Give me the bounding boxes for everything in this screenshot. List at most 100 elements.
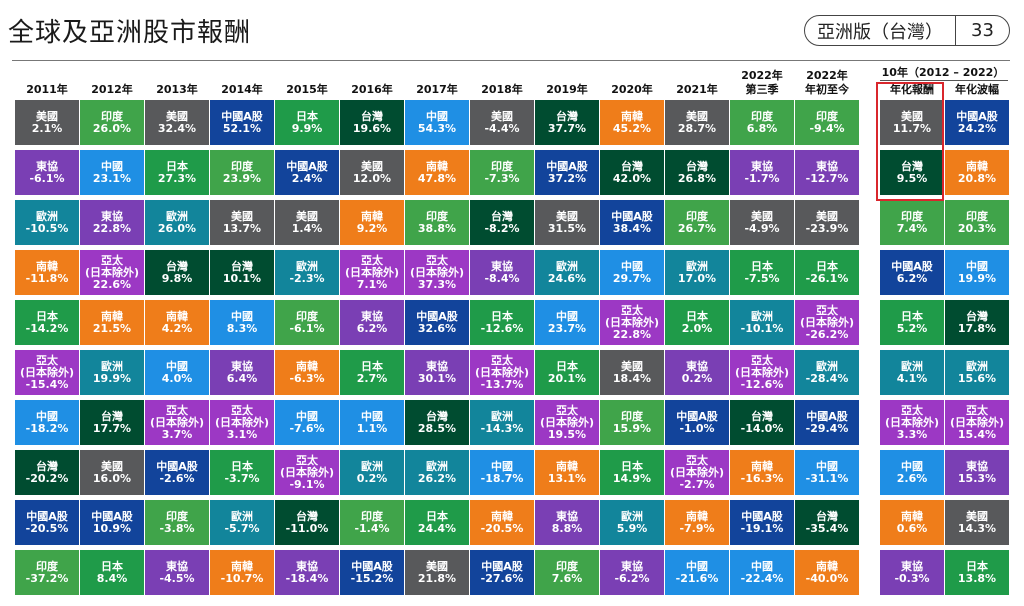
return-cell: 日本 2.0% xyxy=(665,300,729,345)
return-value: 14.3% xyxy=(957,521,997,535)
return-cell: 中國A股 -29.4% xyxy=(795,400,859,445)
market-name: 南韓 xyxy=(36,259,58,273)
return-cell: 中國 19.9% xyxy=(945,250,1009,295)
market-name: 東協 xyxy=(556,509,578,523)
return-cell: 美國 -23.9% xyxy=(795,200,859,245)
return-cell: 台灣 -8.2% xyxy=(470,200,534,245)
market-name: 台灣 xyxy=(426,409,448,423)
return-cell: 美國 21.8% xyxy=(405,550,469,595)
return-value: 0.6% xyxy=(896,521,928,535)
return-value: -3.7% xyxy=(224,471,260,485)
return-cell: 印度 -1.4% xyxy=(340,500,404,545)
return-cell: 歐洲 0.2% xyxy=(340,450,404,495)
return-value: 5.2% xyxy=(896,321,928,335)
market-name: 日本 xyxy=(426,509,448,523)
return-value: -7.3% xyxy=(484,171,520,185)
return-value: 24.6% xyxy=(547,271,587,285)
return-value: 26.2% xyxy=(417,471,457,485)
return-value: -13.7% xyxy=(480,377,524,391)
return-value: -12.7% xyxy=(805,171,849,185)
return-cell: 南韓 21.5% xyxy=(80,300,144,345)
return-cell: 亞太 (日本除外) 3.3% xyxy=(880,400,944,445)
return-value: 3.3% xyxy=(896,427,928,441)
return-value: 2.0% xyxy=(681,321,713,335)
market-name: 美國 xyxy=(816,209,838,223)
return-cell: 美國 1.4% xyxy=(275,200,339,245)
return-value: 28.5% xyxy=(417,421,457,435)
return-value: 32.6% xyxy=(417,321,457,335)
return-cell: 美國 18.4% xyxy=(600,350,664,395)
return-value: -1.7% xyxy=(744,171,780,185)
return-value: 38.4% xyxy=(612,221,652,235)
market-name: 日本 xyxy=(231,459,253,473)
return-cell: 東協 22.8% xyxy=(80,200,144,245)
return-value: 19.9% xyxy=(92,371,132,385)
return-value: 24.4% xyxy=(417,521,457,535)
return-cell: 南韓 13.1% xyxy=(535,450,599,495)
return-value: 8.8% xyxy=(551,521,583,535)
market-name: 美國 xyxy=(166,109,188,123)
return-value: 45.2% xyxy=(612,121,652,135)
market-sub: (日本除外) xyxy=(734,365,790,379)
market-name: 亞太 xyxy=(901,403,923,417)
return-value: 6.2% xyxy=(356,321,388,335)
return-cell: 南韓 9.2% xyxy=(340,200,404,245)
return-cell: 亞太 (日本除外) 22.8% xyxy=(600,300,664,345)
market-name: 美國 xyxy=(556,209,578,223)
return-cell: 印度 -37.2% xyxy=(15,550,79,595)
market-name: 日本 xyxy=(556,359,578,373)
market-name: 中國 xyxy=(296,409,318,423)
return-cell: 台灣 17.7% xyxy=(80,400,144,445)
market-name: 中國 xyxy=(966,259,988,273)
return-value: -15.2% xyxy=(350,571,394,585)
return-value: 6.4% xyxy=(226,371,258,385)
return-cell: 中國A股 2.4% xyxy=(275,150,339,195)
return-value: -2.6% xyxy=(159,471,195,485)
return-value: 6.2% xyxy=(896,271,928,285)
return-value: 16.0% xyxy=(92,471,132,485)
return-value: -6.2% xyxy=(614,571,650,585)
market-name: 南韓 xyxy=(816,559,838,573)
return-value: 4.1% xyxy=(896,371,928,385)
return-value: 20.3% xyxy=(957,221,997,235)
return-cell: 台灣 9.8% xyxy=(145,250,209,295)
market-name: 中國 xyxy=(231,309,253,323)
return-value: 9.5% xyxy=(896,171,928,185)
return-value: -26.1% xyxy=(805,271,849,285)
return-value: 9.2% xyxy=(356,221,388,235)
market-name: 中國 xyxy=(426,109,448,123)
return-value: 31.5% xyxy=(547,221,587,235)
return-cell: 中國 54.3% xyxy=(405,100,469,145)
return-value: -1.0% xyxy=(679,421,715,435)
return-value: -20.5% xyxy=(480,521,524,535)
market-name: 中國A股 xyxy=(221,109,263,123)
column-header: 2012年 xyxy=(91,83,133,96)
return-value: -10.1% xyxy=(740,321,784,335)
market-name: 台灣 xyxy=(296,509,318,523)
return-cell: 東協 -6.1% xyxy=(15,150,79,195)
market-name: 中國A股 xyxy=(91,509,133,523)
market-name: 日本 xyxy=(36,309,58,323)
market-name: 南韓 xyxy=(901,509,923,523)
return-value: 13.8% xyxy=(957,571,997,585)
return-cell: 南韓 -7.9% xyxy=(665,500,729,545)
return-value: 4.2% xyxy=(161,321,193,335)
return-cell: 南韓 20.8% xyxy=(945,150,1009,195)
return-value: -9.1% xyxy=(289,477,325,491)
column-header: 年化報酬 xyxy=(890,83,934,96)
market-name: 歐洲 xyxy=(36,209,58,223)
return-cell: 印度 7.6% xyxy=(535,550,599,595)
return-value: 26.0% xyxy=(92,121,132,135)
return-value: -27.6% xyxy=(480,571,524,585)
market-name: 東協 xyxy=(621,559,643,573)
return-value: -2.3% xyxy=(289,271,325,285)
market-name: 歐洲 xyxy=(816,359,838,373)
market-name: 歐洲 xyxy=(621,509,643,523)
return-cell: 台灣 9.5% xyxy=(880,150,944,195)
market-name: 印度 xyxy=(166,509,188,523)
return-cell: 亞太 (日本除外) 3.7% xyxy=(145,400,209,445)
market-name: 中國A股 xyxy=(286,159,328,173)
market-name: 印度 xyxy=(751,109,773,123)
return-value: 3.1% xyxy=(226,427,258,441)
return-cell: 中國A股 38.4% xyxy=(600,200,664,245)
